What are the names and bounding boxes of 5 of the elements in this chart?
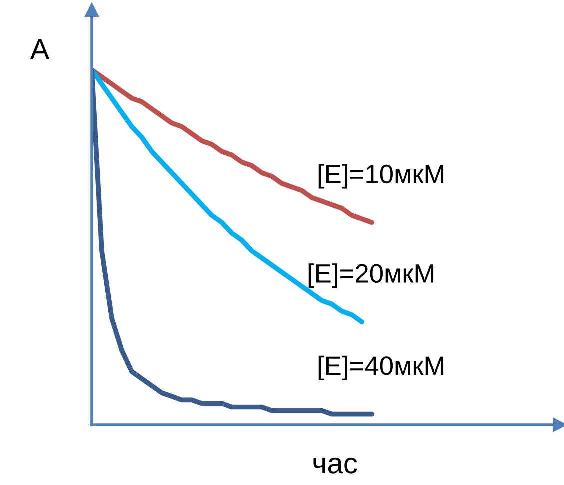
- x-axis-title: час: [314, 458, 358, 474]
- series-label: [E]=10мкМ: [318, 164, 444, 189]
- y-axis-title: A: [30, 39, 50, 60]
- series-label: [E]=20мкМ: [308, 264, 434, 288]
- series-label: [E]=40мкМ: [318, 356, 444, 380]
